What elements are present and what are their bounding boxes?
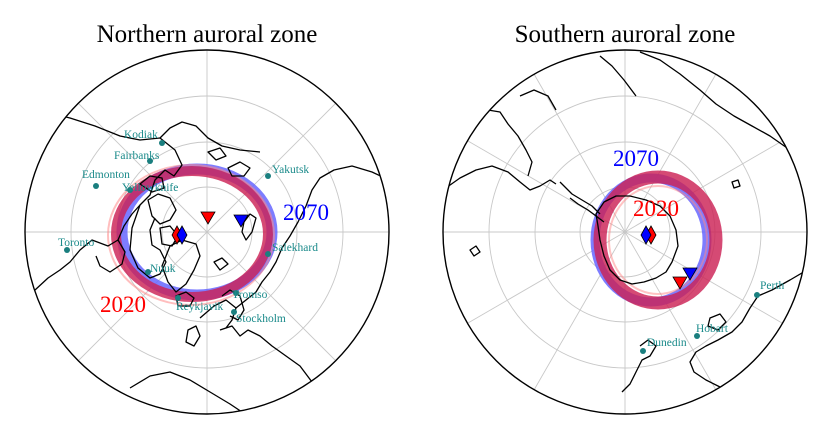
city-label-hobart: Hobart [696, 323, 729, 335]
city-label-stockholm: Stockholm [236, 313, 286, 325]
south-title: Southern auroral zone [515, 21, 736, 48]
city-label-kodiak: Kodiak [124, 129, 158, 141]
north-pole-2070-diamond [176, 225, 188, 245]
north-coastlines [25, 111, 389, 414]
city-yellowknife: Yellowknife [122, 182, 178, 194]
city-hobart: Hobart [694, 323, 729, 339]
city-tromso: Tromso [232, 289, 268, 301]
north-year-2070-label: 2070 [283, 200, 329, 225]
city-reykjavik: Reykjavik [175, 295, 224, 313]
north-map [25, 50, 389, 414]
north-map-boundary [24, 49, 390, 415]
south-map-boundary [442, 49, 808, 415]
north-pole-markers [171, 211, 249, 245]
city-label-edmonton: Edmonton [82, 169, 130, 181]
north-pole-2020-triangle [200, 211, 216, 225]
south-pole-markers [640, 225, 698, 290]
south-panel: Southern auroral zone [442, 21, 808, 415]
south-graticule [443, 50, 807, 414]
city-perth: Perth [754, 280, 785, 298]
south-pole-2070-diamond [640, 225, 652, 245]
city-nuuk: Nuuk [145, 263, 176, 275]
city-salekhard: Salekhard [265, 242, 318, 257]
north-pole-2070-triangle [233, 214, 249, 228]
south-cities: Perth Hobart Dunedin [640, 280, 785, 354]
city-edmonton: Edmonton [82, 169, 130, 189]
north-cities: Kodiak Fairbanks Edmonton Yellowknife Ya… [58, 129, 318, 325]
city-label-fairbanks: Fairbanks [114, 150, 160, 162]
city-label-nuuk: Nuuk [150, 263, 176, 275]
north-year-2020-label: 2020 [100, 292, 146, 317]
city-dunedin: Dunedin [640, 337, 687, 354]
city-label-salekhard: Salekhard [272, 242, 318, 254]
city-label-tromso: Tromso [232, 289, 268, 301]
south-coastlines [443, 51, 807, 403]
city-stockholm: Stockholm [231, 309, 286, 325]
city-label-reykjavik: Reykjavik [176, 301, 224, 313]
city-label-yellowknife: Yellowknife [122, 182, 178, 194]
north-title: Northern auroral zone [97, 21, 318, 48]
city-fairbanks: Fairbanks [114, 150, 160, 164]
south-pole-2020-triangle [672, 276, 688, 290]
city-yakutsk: Yakutsk [265, 164, 309, 179]
city-kodiak: Kodiak [124, 129, 165, 146]
city-label-perth: Perth [760, 280, 785, 292]
city-label-yakutsk: Yakutsk [272, 164, 309, 176]
south-year-2070-label: 2070 [613, 146, 659, 171]
city-label-toronto: Toronto [58, 237, 94, 249]
north-graticule [25, 50, 389, 414]
south-year-2020-label: 2020 [633, 196, 679, 221]
south-map [443, 50, 807, 414]
city-label-dunedin: Dunedin [647, 337, 687, 349]
south-pole-2070-triangle [682, 267, 698, 281]
city-toronto: Toronto [58, 237, 94, 253]
north-panel: Northern auroral zone [24, 21, 390, 415]
